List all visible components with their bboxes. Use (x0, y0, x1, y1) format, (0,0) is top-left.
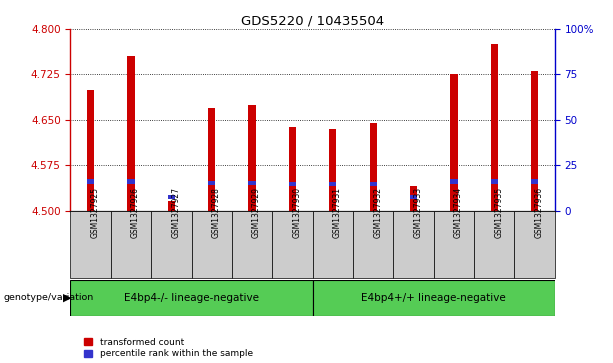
Text: ▶: ▶ (63, 293, 71, 303)
Bar (410, 186, 417, 211)
Bar (128, 56, 135, 211)
Text: GSM1327926: GSM1327926 (131, 187, 140, 238)
Bar (313, 280, 555, 316)
Text: GSM1327929: GSM1327929 (252, 187, 261, 238)
Bar (490, 44, 498, 211)
Text: GSM1327933: GSM1327933 (414, 187, 422, 238)
Bar (289, 182, 296, 186)
Bar (329, 129, 337, 211)
Bar (531, 72, 538, 211)
Bar (272, 211, 313, 278)
Text: GSM1327934: GSM1327934 (454, 187, 463, 238)
Text: GSM1327936: GSM1327936 (535, 187, 544, 238)
Title: GDS5220 / 10435504: GDS5220 / 10435504 (241, 15, 384, 28)
Text: GSM1327925: GSM1327925 (91, 187, 100, 238)
Bar (248, 181, 256, 185)
Bar (490, 179, 498, 184)
Bar (87, 90, 94, 211)
Bar (168, 195, 175, 199)
Bar (70, 280, 313, 316)
Bar (151, 211, 191, 278)
Bar (208, 108, 215, 211)
Text: E4bp4+/+ lineage-negative: E4bp4+/+ lineage-negative (361, 293, 506, 303)
Bar (87, 179, 94, 184)
Bar (329, 182, 337, 186)
Bar (128, 179, 135, 184)
Bar (111, 211, 151, 278)
Bar (168, 201, 175, 211)
Bar (353, 211, 394, 278)
Text: GSM1327932: GSM1327932 (373, 187, 382, 238)
Text: GSM1327931: GSM1327931 (333, 187, 342, 238)
Bar (394, 211, 434, 278)
Bar (370, 182, 377, 186)
Bar (370, 123, 377, 211)
Text: genotype/variation: genotype/variation (3, 293, 93, 302)
Text: GSM1327928: GSM1327928 (211, 187, 221, 238)
Bar (474, 211, 514, 278)
Bar (531, 179, 538, 184)
Text: GSM1327930: GSM1327930 (292, 187, 302, 238)
Bar (70, 211, 111, 278)
Legend: transformed count, percentile rank within the sample: transformed count, percentile rank withi… (84, 338, 253, 359)
Bar (433, 211, 474, 278)
Text: E4bp4-/- lineage-negative: E4bp4-/- lineage-negative (124, 293, 259, 303)
Bar (248, 105, 256, 211)
Bar (232, 211, 272, 278)
Bar (191, 211, 232, 278)
Bar (450, 179, 457, 184)
Bar (514, 211, 555, 278)
Bar (289, 127, 296, 211)
Bar (410, 195, 417, 199)
Bar (450, 74, 457, 211)
Bar (208, 181, 215, 185)
Bar (313, 211, 353, 278)
Text: GSM1327935: GSM1327935 (494, 187, 503, 238)
Text: GSM1327927: GSM1327927 (172, 187, 180, 238)
